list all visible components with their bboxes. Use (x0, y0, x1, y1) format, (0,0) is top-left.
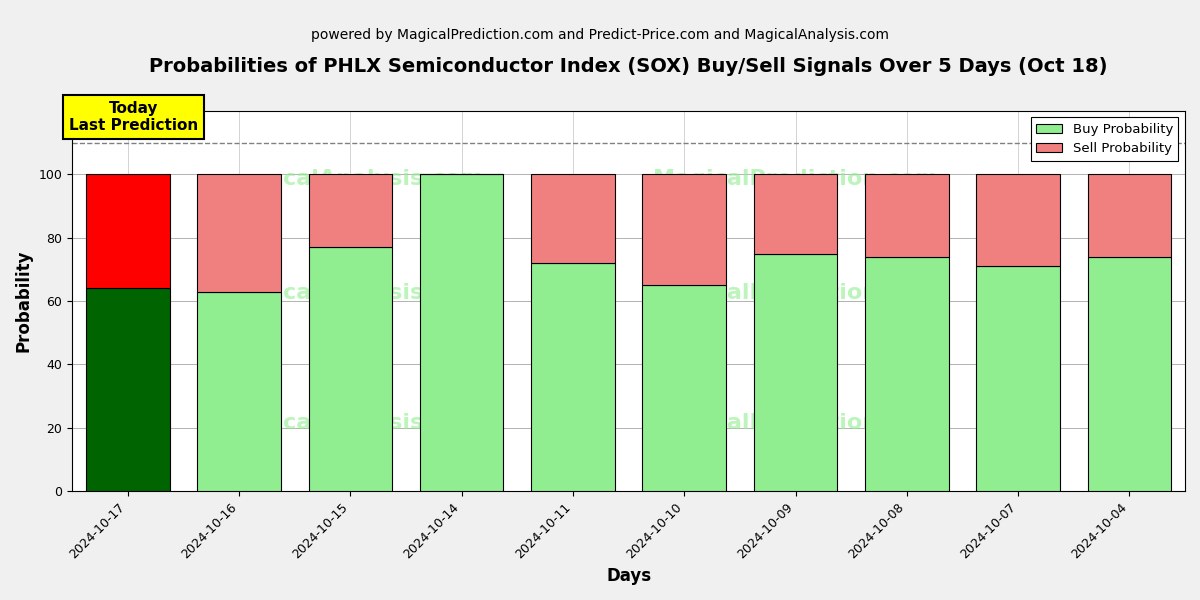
Text: Today
Last Prediction: Today Last Prediction (68, 101, 198, 133)
Text: powered by MagicalPrediction.com and Predict-Price.com and MagicalAnalysis.com: powered by MagicalPrediction.com and Pre… (311, 28, 889, 42)
Bar (86, 289, 169, 491)
Bar (197, 174, 281, 292)
Title: Probabilities of PHLX Semiconductor Index (SOX) Buy/Sell Signals Over 5 Days (Oc: Probabilities of PHLX Semiconductor Inde… (149, 57, 1108, 76)
Text: MagicalPrediction.com: MagicalPrediction.com (653, 283, 938, 304)
X-axis label: Days: Days (606, 567, 652, 585)
Bar (532, 174, 614, 263)
Legend: Buy Probability, Sell Probability: Buy Probability, Sell Probability (1031, 118, 1178, 161)
Bar (420, 174, 503, 491)
Bar (1087, 174, 1171, 257)
Text: MagicalPrediction.com: MagicalPrediction.com (653, 413, 938, 433)
Text: calAnalysis.com: calAnalysis.com (283, 169, 484, 190)
Text: calAnalysis.com: calAnalysis.com (283, 283, 484, 304)
Bar (308, 247, 392, 491)
Bar (308, 174, 392, 247)
Bar (1087, 257, 1171, 491)
Bar (642, 174, 726, 285)
Y-axis label: Probability: Probability (16, 250, 34, 352)
Bar (754, 174, 838, 254)
Bar (977, 266, 1060, 491)
Bar (754, 254, 838, 491)
Bar (865, 257, 948, 491)
Bar (642, 285, 726, 491)
Bar (532, 263, 614, 491)
Text: calAnalysis.com: calAnalysis.com (283, 413, 484, 433)
Bar (197, 292, 281, 491)
Bar (86, 174, 169, 289)
Bar (977, 174, 1060, 266)
Bar (865, 174, 948, 257)
Text: MagicalPrediction.com: MagicalPrediction.com (653, 169, 938, 190)
